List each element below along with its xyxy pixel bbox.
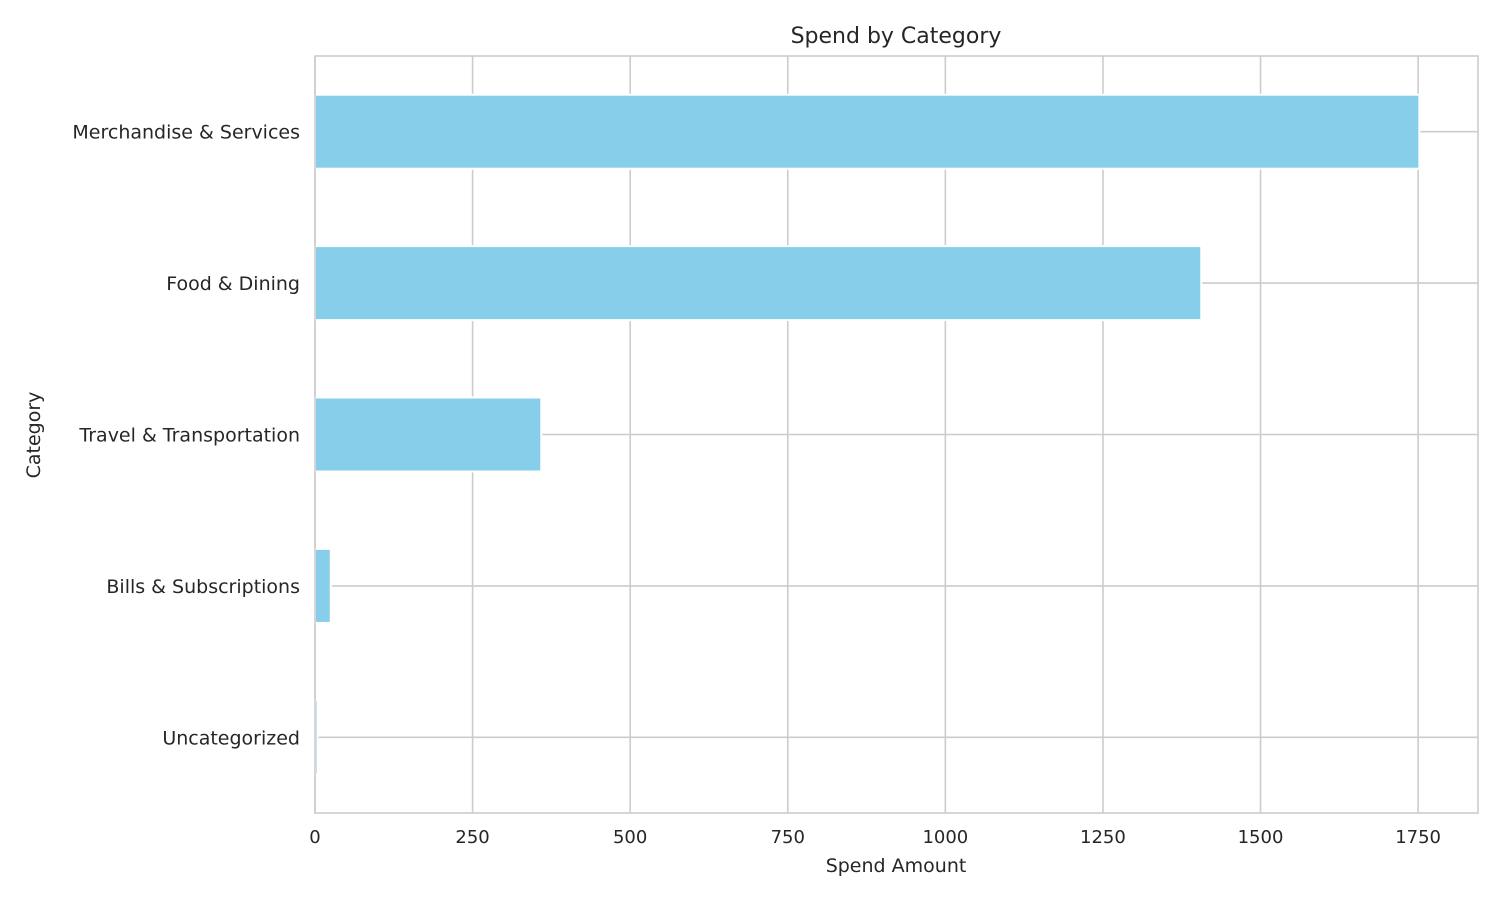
y-tick-labels: Merchandise & Services Food & Dining Trave…	[72, 122, 300, 750]
plot-frame	[314, 55, 1479, 814]
x-tick-labels: 0 250 500 750 1000 1250 1500 1750	[309, 827, 1441, 848]
y-axis-label: Category	[23, 392, 45, 479]
bar	[314, 93, 1421, 170]
y-tick-label: Bills & Subscriptions	[106, 576, 300, 598]
x-tick-label: 250	[455, 827, 489, 848]
y-tick-label: Uncategorized	[162, 727, 300, 749]
bars	[314, 93, 1421, 776]
bar	[314, 396, 543, 473]
bar	[314, 245, 1203, 322]
y-tick-label: Food & Dining	[166, 273, 300, 295]
chart-title: Spend by Category	[791, 24, 1002, 49]
x-tick-label: 750	[771, 827, 805, 848]
x-axis-label: Spend Amount	[826, 855, 967, 877]
bar	[314, 547, 332, 624]
x-tick-label: 500	[613, 827, 647, 848]
x-tick-label: 0	[309, 827, 320, 848]
x-tick-label: 1500	[1238, 827, 1284, 848]
y-tick-label: Travel & Transportation	[78, 425, 300, 447]
x-tick-label: 1000	[922, 827, 968, 848]
y-tick-label: Merchandise & Services	[72, 122, 300, 144]
x-tick-label: 1750	[1395, 827, 1441, 848]
x-tick-label: 1250	[1080, 827, 1126, 848]
